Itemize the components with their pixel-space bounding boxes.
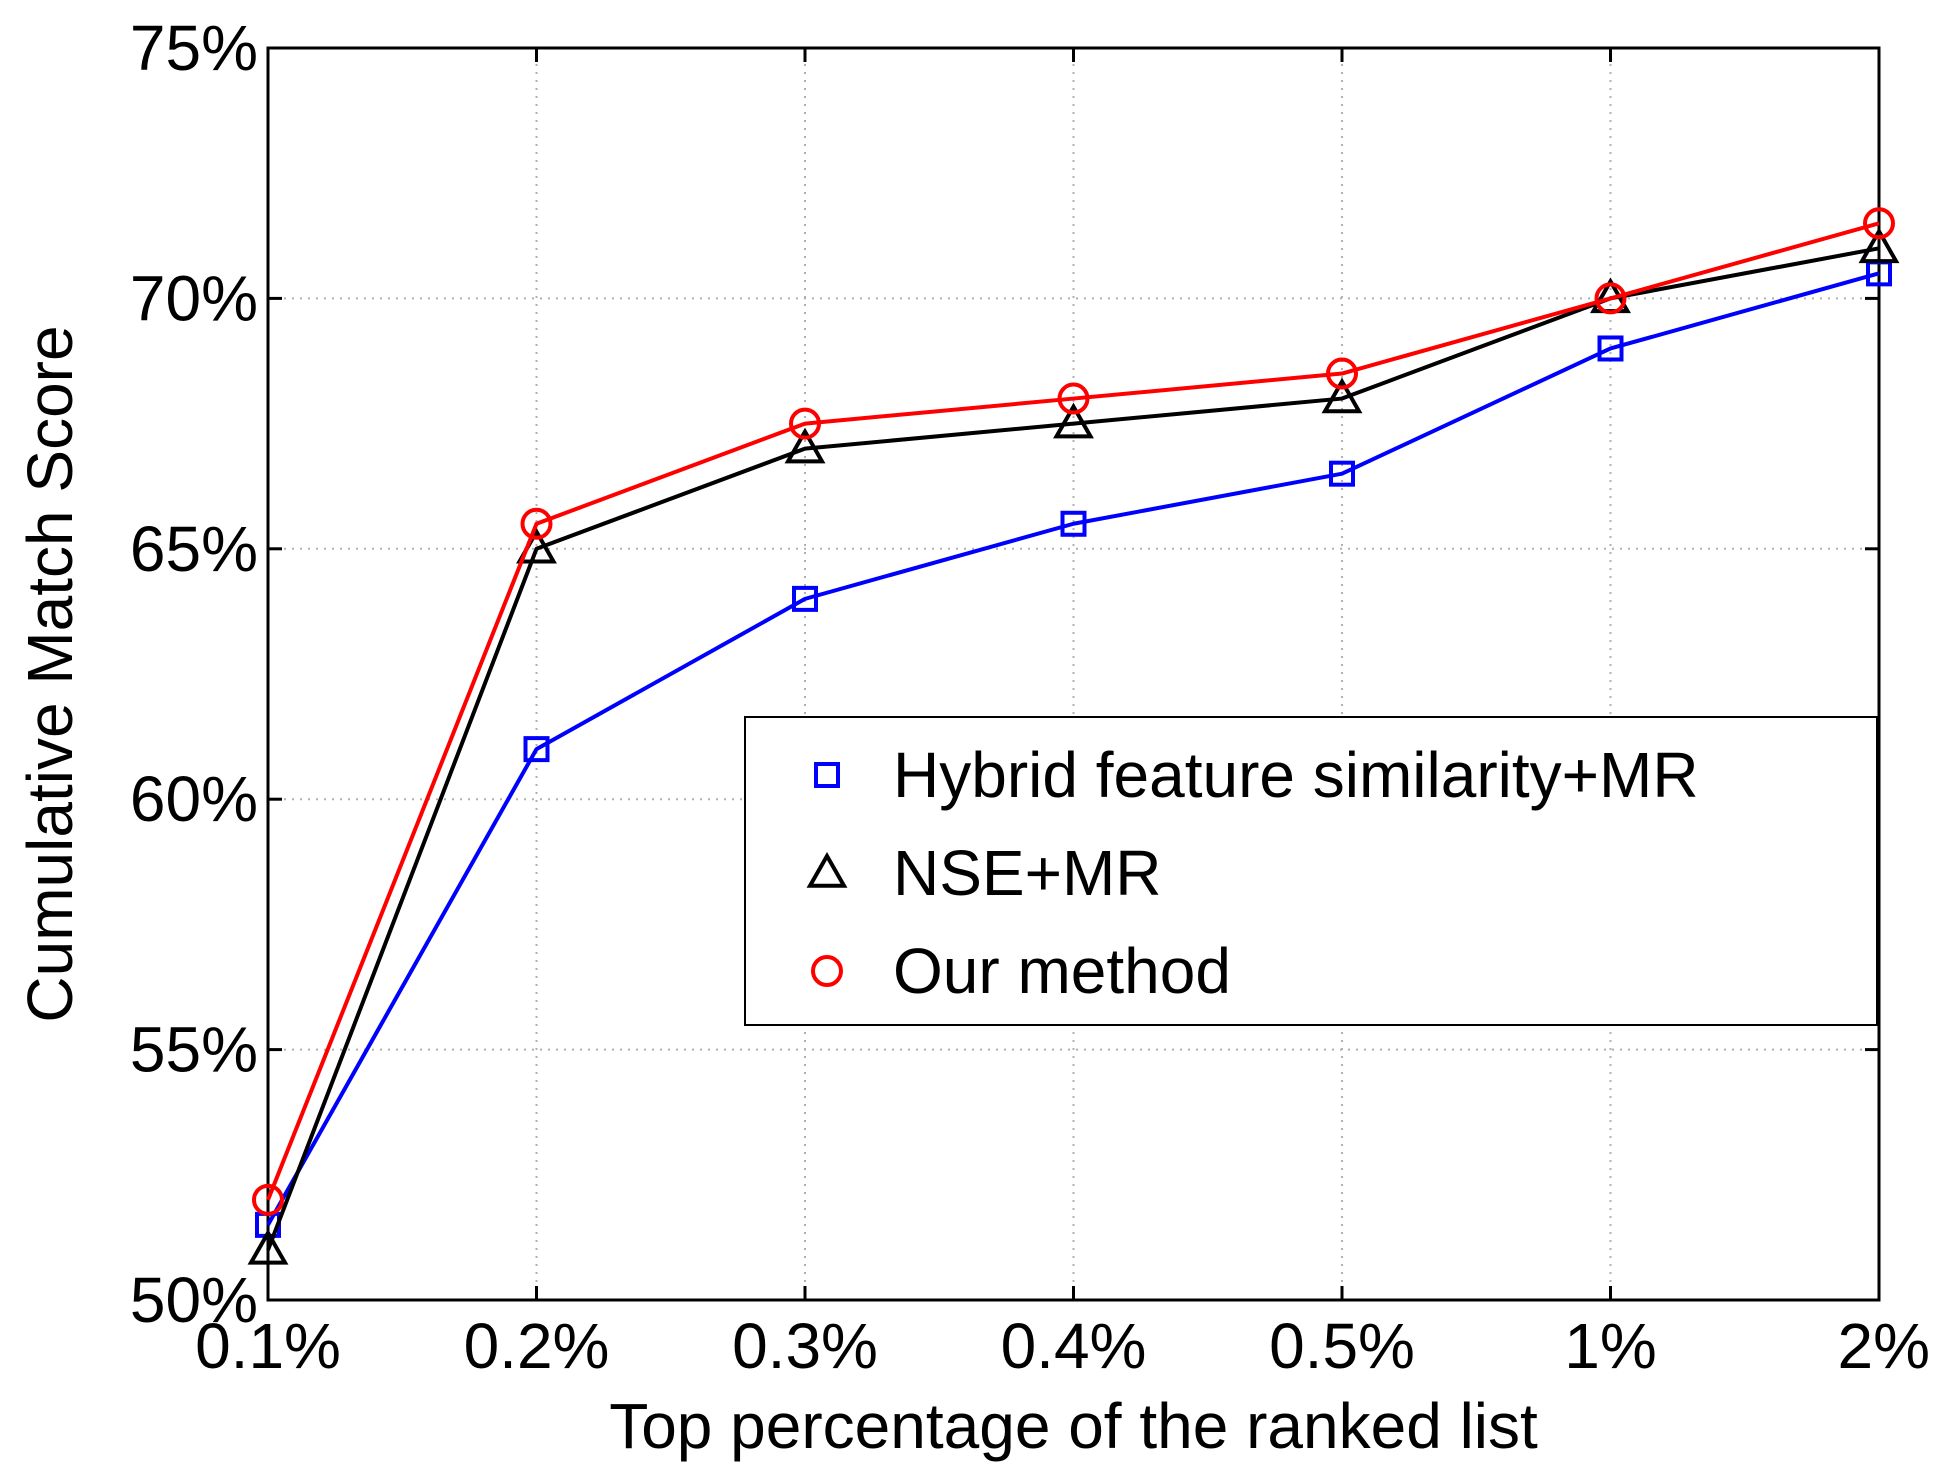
y-tick-label: 70% [130,262,258,334]
data-point-triangle [247,1228,289,1265]
data-point-square [1329,460,1355,487]
legend-label: NSE+MR [893,837,1162,909]
data-point-square [523,736,550,763]
data-point-circle [252,1183,284,1216]
data-point-circle [1594,282,1627,315]
data-point-triangle [1858,227,1900,264]
legend-item: Hybrid feature similarity+MR [814,739,1699,811]
legend-label: Hybrid feature similarity+MR [893,739,1699,811]
data-point-square [792,585,818,612]
y-axis-title: Cumulative Match Score [14,325,86,1022]
y-tick-label: 75% [130,12,258,84]
data-point-circle [1326,357,1358,390]
x-tick-label: 0.4% [1001,1310,1147,1382]
x-axis-title: Top percentage of the ranked list [609,1390,1538,1462]
y-tick-label: 50% [130,1264,258,1336]
x-tick-label: 0.3% [732,1310,878,1382]
y-axis: 50% 55% 60% 65% 70% 75% [130,12,1879,1336]
legend-item: Our method [811,935,1231,1007]
x-axis: 0.1% 0.2% 0.3% 0.4% 0.5% 1% 2% [195,48,1930,1382]
legend-marker-square [814,762,840,788]
data-point-square [1597,335,1624,362]
data-point-circle [520,507,553,540]
data-point-triangle [1321,377,1363,414]
data-point-circle [789,407,821,440]
y-tick-label: 65% [130,513,258,585]
series-line [266,271,1880,1226]
y-tick-label: 60% [130,763,258,835]
series-2 [252,207,1895,1216]
x-tick-label: 0.2% [464,1310,610,1382]
data-point-circle [1057,382,1090,415]
x-tick-label: 0.5% [1269,1310,1415,1382]
legend: Hybrid feature similarity+MR NSE+MR Our me… [744,716,1878,1026]
legend-box [744,716,1878,1026]
data-point-triangle [1053,402,1094,439]
legend-marker-triangle [806,851,848,888]
legend-label: Our method [893,935,1231,1007]
grid [267,47,1880,1301]
data-point-triangle [784,427,826,464]
series-line [266,221,1880,1201]
legend-marker-circle [811,955,843,987]
x-tick-label: 2% [1838,1310,1931,1382]
x-tick-label: 1% [1564,1310,1657,1382]
series [247,207,1900,1265]
legend-item: NSE+MR [806,837,1162,909]
data-point-circle [1863,207,1895,240]
y-tick-label: 55% [130,1014,258,1086]
x-tick-label: 0.1% [195,1310,341,1382]
data-point-square [1060,510,1087,537]
